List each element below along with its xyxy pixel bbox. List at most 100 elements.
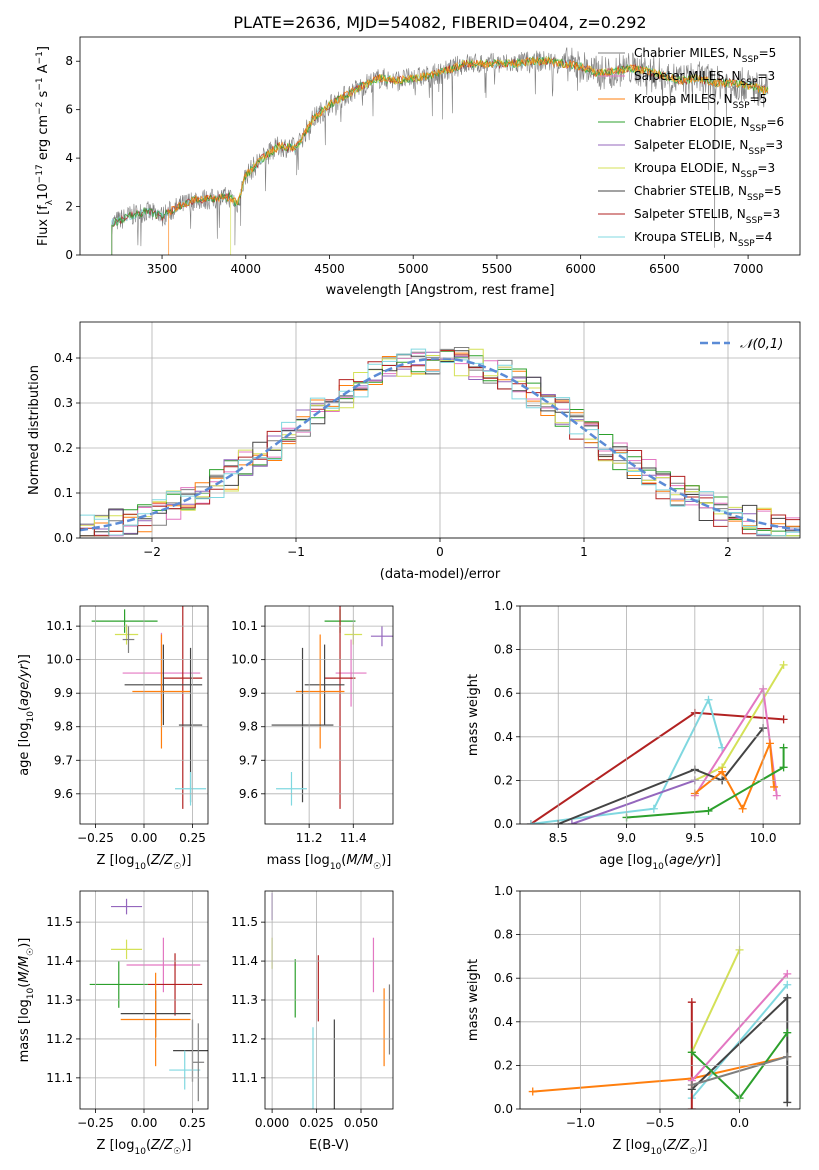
label-part: SSP xyxy=(741,170,758,180)
label-part: )] xyxy=(181,853,191,868)
x-tick-label: 8.5 xyxy=(549,831,568,845)
series-kroupa_elodie-line xyxy=(690,949,741,1053)
label-part: Salpeter ELODIE, N xyxy=(634,138,748,152)
label-part: M/M xyxy=(17,956,32,983)
label-part: =3 xyxy=(763,207,781,221)
y-tick-label: 11.4 xyxy=(46,954,73,968)
model-chabrier_elodie-line xyxy=(111,55,769,255)
y-tick-label: 1.0 xyxy=(494,599,513,613)
x-tick-label: 4000 xyxy=(230,262,261,276)
label-part: =6 xyxy=(766,115,784,129)
plot-area xyxy=(271,892,391,1109)
legend-entry: Salpeter MILES, NSSP=3 xyxy=(634,69,775,88)
label-part: =3 xyxy=(757,161,775,175)
label-part: A xyxy=(36,64,51,77)
label-part: SSP xyxy=(742,55,759,65)
label-part: ( xyxy=(341,853,346,868)
y-axis-label: Flux [fλ10−17 erg cm−2 s−1 A−1] xyxy=(35,46,55,246)
y-tick-label: 11.3 xyxy=(46,993,73,1007)
label-part: )] xyxy=(711,853,721,868)
series-salpeter_miles-marker xyxy=(783,969,792,978)
label-part: Z [log xyxy=(613,1138,651,1153)
x-tick-label: 11.2 xyxy=(296,831,323,845)
label-part: −17 xyxy=(35,164,45,183)
label-part: mass [log xyxy=(267,853,330,868)
label-part: age/yr xyxy=(17,663,32,706)
label-part: ☉ xyxy=(689,1147,697,1157)
series-chabrier_miles-marker xyxy=(687,1081,696,1090)
model-kroupa_stelib-line xyxy=(111,56,769,255)
y-tick-label: 0.1 xyxy=(54,486,73,500)
label-part: =5 xyxy=(750,92,768,106)
label-part: ( xyxy=(17,983,32,988)
series-chabrier_stelib-line xyxy=(557,727,764,824)
label-part: ☉ xyxy=(173,1147,181,1157)
label-part: 10 xyxy=(652,862,664,872)
label-part: SSP xyxy=(738,239,755,249)
label-part: −1 xyxy=(35,77,45,90)
y-tick-label: 11.1 xyxy=(231,1071,258,1085)
plot-area xyxy=(91,606,207,809)
series-salpeter_stelib-marker xyxy=(779,715,788,724)
x-tick-label: 0.000 xyxy=(255,1116,289,1130)
y-tick-label: 4 xyxy=(65,151,73,165)
legend-entry: Salpeter STELIB, NSSP=3 xyxy=(634,207,780,226)
label-part: )] xyxy=(181,1138,191,1153)
axes-frame xyxy=(79,890,209,1110)
y-tick-label: 2 xyxy=(65,200,73,214)
y-tick-label: 9.6 xyxy=(54,787,73,801)
label-part: 10 xyxy=(36,183,51,200)
x-tick-label: 10.0 xyxy=(750,831,777,845)
series-chabrier_elodie-marker xyxy=(783,1028,792,1037)
y-tick-label: 0.6 xyxy=(494,971,513,985)
label-part: Flux [f xyxy=(36,205,51,246)
label-part: )] xyxy=(17,938,32,948)
x-tick-label: −1 xyxy=(287,545,305,559)
y-axis-label: mass [log10(M/M☉)] xyxy=(17,938,36,1063)
label-part: ( xyxy=(664,853,669,868)
label-part: s xyxy=(36,90,51,101)
x-tick-label: 7000 xyxy=(733,262,764,276)
label-part: 10 xyxy=(650,1147,662,1157)
x-tick-label: 6500 xyxy=(649,262,680,276)
x-axis-label: age [log10(age/yr)] xyxy=(599,853,721,872)
series-kroupa_miles-marker xyxy=(738,804,747,813)
label-part: age/yr xyxy=(669,853,712,868)
axes-frame xyxy=(519,890,801,1110)
y-tick-label: 0.6 xyxy=(494,686,513,700)
label-part: mass [log xyxy=(17,999,32,1062)
x-tick-label: 0.025 xyxy=(299,1116,333,1130)
axes-frame xyxy=(519,605,801,825)
label-part: )] xyxy=(381,853,391,868)
y-tick-label: 11.3 xyxy=(231,993,258,1007)
x-tick-label: 0.00 xyxy=(131,1116,158,1130)
series-salpeter_miles-marker xyxy=(772,791,781,800)
legend: 𝒩(0,1) xyxy=(700,337,783,352)
label-part: =3 xyxy=(757,69,775,83)
panel-age-vs-mass: 11.2 11.4 9.6 9.7 9.8 9.9 10.0 10.1 mass [log10(… xyxy=(231,605,394,872)
label-part: −2 xyxy=(35,102,45,115)
legend-entry: Chabrier STELIB, NSSP=5 xyxy=(634,184,782,203)
label-part: =5 xyxy=(759,46,777,60)
label-part: ( xyxy=(17,706,32,711)
label-part: Z/Z xyxy=(666,1138,690,1153)
y-tick-label: 0.4 xyxy=(54,351,73,365)
x-axis-label: Z [log10(Z/Z☉)] xyxy=(613,1138,708,1157)
x-tick-label: −2 xyxy=(143,545,161,559)
x-tick-label: 11.4 xyxy=(340,831,367,845)
label-part: 10 xyxy=(134,862,146,872)
plot-area xyxy=(111,47,769,255)
x-axis-label: (data-model)/error xyxy=(380,567,501,582)
series-salpeter_miles-line xyxy=(693,685,778,797)
label-part: Z/Z xyxy=(150,853,174,868)
panel-mass-weight-vs-age: 8.5 9.0 9.5 10.0 0.0 0.2 0.4 0.6 0.8 1.0 age [log1… xyxy=(466,599,801,872)
y-tick-label: 0.4 xyxy=(494,730,513,744)
series-kroupa_elodie-marker xyxy=(779,660,788,669)
panel-age-vs-Z: −0.25 0.00 0.259.69.79.89.910.010.1Z [log1… xyxy=(17,605,209,872)
series-kroupa_stelib-marker xyxy=(649,804,658,813)
label-part: Salpeter MILES, N xyxy=(634,69,741,83)
y-tick-label: 0.0 xyxy=(54,531,73,545)
label-part: age [log xyxy=(599,853,652,868)
